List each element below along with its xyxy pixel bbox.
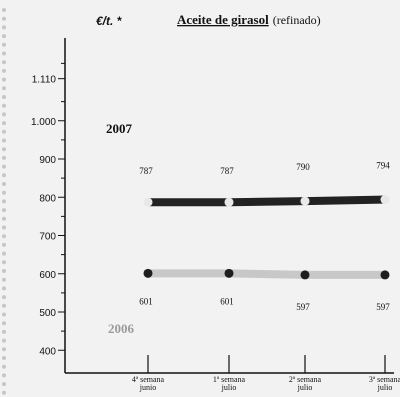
edge-dot — [2, 373, 6, 378]
data-point — [224, 197, 234, 207]
legend-label: 2006 — [108, 321, 135, 336]
y-tick-label: 400 — [39, 346, 56, 357]
edge-dot — [2, 269, 6, 273]
chart-title: Aceite de girasol (refinado) — [177, 12, 321, 27]
y-tick-label: 500 — [39, 308, 56, 319]
chart-subtitle: (refinado) — [273, 13, 321, 27]
edge-dot — [2, 295, 6, 300]
edge-dot — [2, 199, 6, 204]
x-tick-label: 4ª semana — [132, 375, 165, 384]
y-tick-label: 700 — [39, 232, 56, 243]
x-tick-label: 2ª semana — [289, 375, 322, 384]
edge-dot — [2, 216, 6, 221]
series-line — [144, 195, 389, 207]
edge-dot — [2, 77, 6, 82]
y-axis-ticks: 400 500 600 700 800 900 1.000 1.110 — [31, 62, 65, 357]
data-label: 597 — [376, 302, 390, 312]
edge-dot — [2, 190, 6, 195]
edge-dot — [2, 242, 6, 247]
data-label: 787 — [139, 166, 153, 176]
edge-dot — [2, 60, 6, 65]
edge-dot — [2, 286, 6, 291]
y-tick-label: 1.110 — [32, 75, 57, 86]
edge-dot — [2, 338, 6, 343]
series-line — [144, 269, 389, 279]
edge-dot — [2, 34, 6, 39]
y-tick-label: 800 — [39, 193, 56, 204]
data-label: 601 — [139, 296, 153, 306]
data-label: 601 — [220, 296, 234, 306]
edge-dot — [2, 312, 6, 317]
edge-dot — [2, 356, 6, 360]
edge-dot — [2, 8, 6, 12]
edge-dot — [2, 164, 6, 169]
data-point — [224, 268, 234, 278]
y-axis-label: €/t. * — [96, 14, 123, 28]
x-tick-label: 3ª semana — [369, 375, 400, 384]
x-tick-label: julio — [221, 383, 237, 392]
edge-dot — [2, 329, 6, 334]
data-label: 787 — [220, 166, 234, 176]
legend-label: 2007 — [106, 121, 133, 136]
edge-dot — [2, 234, 6, 239]
edge-dot — [2, 155, 6, 160]
edge-dot — [2, 364, 6, 369]
edge-dot — [2, 138, 6, 143]
y-tick-label: 600 — [39, 270, 56, 281]
chart-title-main: Aceite de girasol — [177, 12, 269, 27]
data-point — [380, 270, 390, 280]
edge-dot — [2, 121, 6, 126]
edge-dot — [2, 303, 6, 308]
data-point — [143, 268, 153, 278]
data-label: 790 — [296, 162, 310, 172]
legend: 2007 2006 — [106, 121, 135, 336]
x-tick-label: julio — [377, 383, 393, 392]
data-label: 794 — [376, 161, 390, 171]
edge-dot — [2, 321, 6, 326]
edge-dot — [2, 347, 6, 352]
edge-dot — [2, 208, 6, 213]
edge-dot — [2, 95, 6, 99]
x-tick-label: 1ª semana — [213, 375, 246, 384]
edge-dot — [2, 173, 6, 178]
edge-dot — [2, 68, 6, 73]
edge-dot — [2, 277, 6, 282]
edge-dot — [2, 251, 6, 256]
y-tick-label: 900 — [39, 155, 56, 166]
page-edge-dots — [2, 8, 6, 395]
edge-dot — [2, 129, 6, 134]
edge-dot — [2, 147, 6, 152]
edge-dot — [2, 16, 6, 21]
edge-dot — [2, 260, 6, 265]
edge-dot — [2, 390, 6, 395]
edge-dot — [2, 51, 6, 56]
edge-dot — [2, 25, 6, 30]
edge-dot — [2, 382, 6, 387]
y-tick-label: 1.000 — [31, 117, 56, 128]
data-label: 597 — [296, 302, 310, 312]
edge-dot — [2, 112, 6, 117]
data-point — [300, 196, 310, 206]
edge-dot — [2, 42, 6, 47]
data-point — [300, 270, 310, 280]
edge-dot — [2, 182, 6, 186]
series-layer: 787 787 790 794 601 601 597 597 — [139, 161, 390, 312]
x-tick-label: julio — [297, 383, 313, 392]
x-tick-label: junio — [139, 383, 156, 392]
edge-dot — [2, 86, 6, 91]
data-point — [380, 195, 390, 205]
edge-dot — [2, 225, 6, 230]
data-point — [143, 197, 153, 207]
edge-dot — [2, 103, 6, 108]
